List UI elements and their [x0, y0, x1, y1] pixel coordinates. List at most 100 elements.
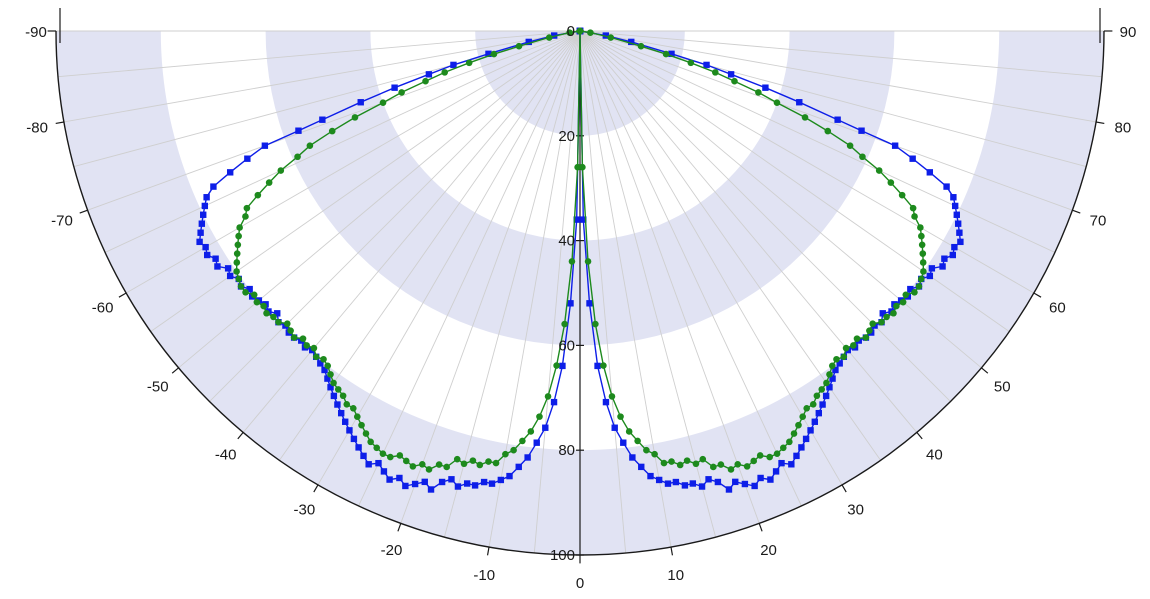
series-1-point [550, 398, 558, 406]
series-1-point [212, 255, 219, 262]
grid-spoke [358, 30, 581, 507]
series-2-point [527, 428, 535, 435]
series-2-point [350, 404, 357, 412]
series-1-point [703, 61, 710, 69]
series-2-point [310, 344, 318, 352]
series-2-point [294, 153, 301, 161]
series-2-point [324, 362, 332, 370]
series-2-point [890, 309, 897, 317]
series-2-point [750, 457, 758, 465]
series-1-point [951, 202, 959, 210]
series-2-point [790, 430, 798, 437]
series-2-point [773, 99, 781, 106]
series-1-point [802, 435, 810, 443]
series-2-point [915, 283, 923, 290]
angle-label: 80 [1115, 120, 1132, 137]
series-2-point [253, 298, 261, 306]
series-2-point [574, 163, 581, 171]
series-2-point [339, 392, 347, 400]
series-2-point [893, 302, 900, 310]
series-2-point [803, 404, 810, 412]
radial-tick-labels: 0 20 40 60 80 100 [550, 23, 575, 564]
series-2-point [485, 458, 492, 465]
angle-tick [171, 367, 179, 374]
series-1-point [533, 439, 540, 446]
series-2-point [676, 461, 684, 469]
series-1-point [807, 427, 814, 434]
series-2-point [290, 334, 298, 341]
series-1-point [506, 472, 513, 480]
series-2-point [502, 450, 509, 458]
series-1-point [317, 360, 324, 367]
series-2-point [460, 460, 468, 468]
series-1-point [380, 468, 388, 475]
grid-spoke [579, 30, 1056, 253]
grid-spoke [579, 30, 1103, 78]
series-2-point [727, 466, 735, 473]
radial-label: 80 [558, 442, 575, 459]
series-2-point [883, 313, 890, 321]
series-1-point [327, 384, 334, 391]
series-2-point [813, 392, 821, 400]
series-1-point [337, 409, 345, 417]
series-2-point [660, 459, 668, 467]
series-1-point [834, 116, 841, 123]
series-2-point [711, 69, 719, 76]
series-2-point [243, 204, 251, 212]
series-1-point [497, 476, 505, 484]
series-1-point [198, 220, 206, 227]
angle-label: 70 [1090, 213, 1107, 230]
series-2-point [396, 452, 404, 459]
series-1-point [796, 99, 803, 106]
series-1-point [391, 84, 398, 91]
series-2-point [492, 459, 500, 467]
series-2-point [842, 344, 850, 352]
series-2-point [773, 450, 781, 457]
series-2-point [233, 268, 240, 275]
series-2-point [898, 191, 906, 199]
series-1-point [928, 265, 936, 272]
series-2-point [919, 250, 927, 257]
series-2-point [699, 455, 707, 463]
series-2-point [476, 461, 484, 469]
series-1-point [360, 452, 367, 460]
series-2-point [561, 320, 568, 328]
grid-spoke [579, 30, 1073, 211]
series-2-point [453, 455, 461, 463]
series-2-point [465, 59, 473, 67]
series-2-point [233, 250, 241, 257]
series-2-point [918, 232, 925, 240]
series-1-point [515, 463, 522, 471]
radial-band-2 [265, 31, 895, 346]
angle-tick [1072, 209, 1081, 214]
series-1-point [926, 169, 934, 176]
grid-spoke [242, 30, 581, 433]
series-1-point [681, 482, 689, 489]
series-2-point [330, 379, 337, 387]
series-1-point [586, 300, 593, 307]
series-2-point [398, 89, 405, 96]
series-1-point [295, 127, 302, 134]
series-2-point [766, 453, 773, 461]
series-1-point [274, 310, 281, 317]
series-1-point [767, 476, 774, 483]
series-2-point [840, 353, 848, 361]
series-1-point [858, 127, 865, 134]
series-2-point [320, 355, 327, 363]
series-1-point [524, 454, 531, 461]
grid-spoke [400, 30, 581, 524]
series-2-point [651, 450, 658, 458]
series-2-point [270, 313, 277, 321]
series-2-point [862, 334, 870, 341]
series-2-point [795, 421, 802, 429]
series-2-point [422, 77, 429, 85]
angle-tick [237, 432, 244, 440]
series-2-point [826, 371, 833, 378]
series-1-point [365, 461, 372, 468]
series-1-point [210, 183, 217, 190]
series-1-point [741, 480, 749, 488]
series-2-point [327, 371, 334, 378]
series-2-point [579, 163, 586, 171]
series-2-point [899, 298, 907, 306]
series-1-point [396, 474, 403, 482]
